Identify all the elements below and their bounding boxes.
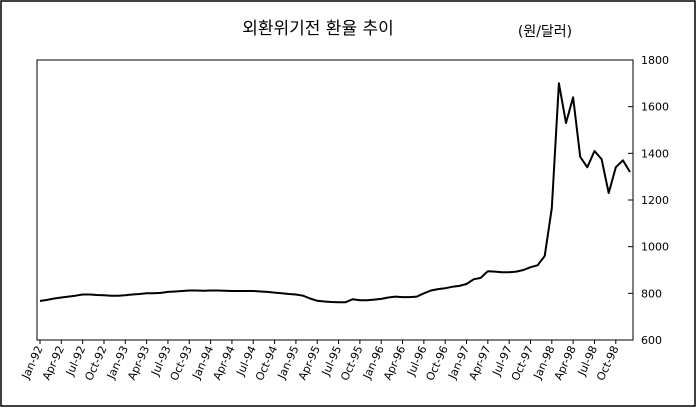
y-tick-label: 800 <box>641 287 662 300</box>
y-tick-label: 1600 <box>641 101 669 114</box>
y-tick-label: 1400 <box>641 147 669 160</box>
y-tick-label: 1000 <box>641 241 669 254</box>
y-tick-label: 1800 <box>641 54 669 67</box>
y-tick-label: 1200 <box>641 194 669 207</box>
unit-label: (원/달러) <box>518 24 572 40</box>
plot-frame <box>36 59 634 341</box>
y-tick-label: 600 <box>641 334 662 347</box>
chart-title: 외환위기전 환율 추이 <box>242 19 394 39</box>
data-line <box>39 82 631 304</box>
